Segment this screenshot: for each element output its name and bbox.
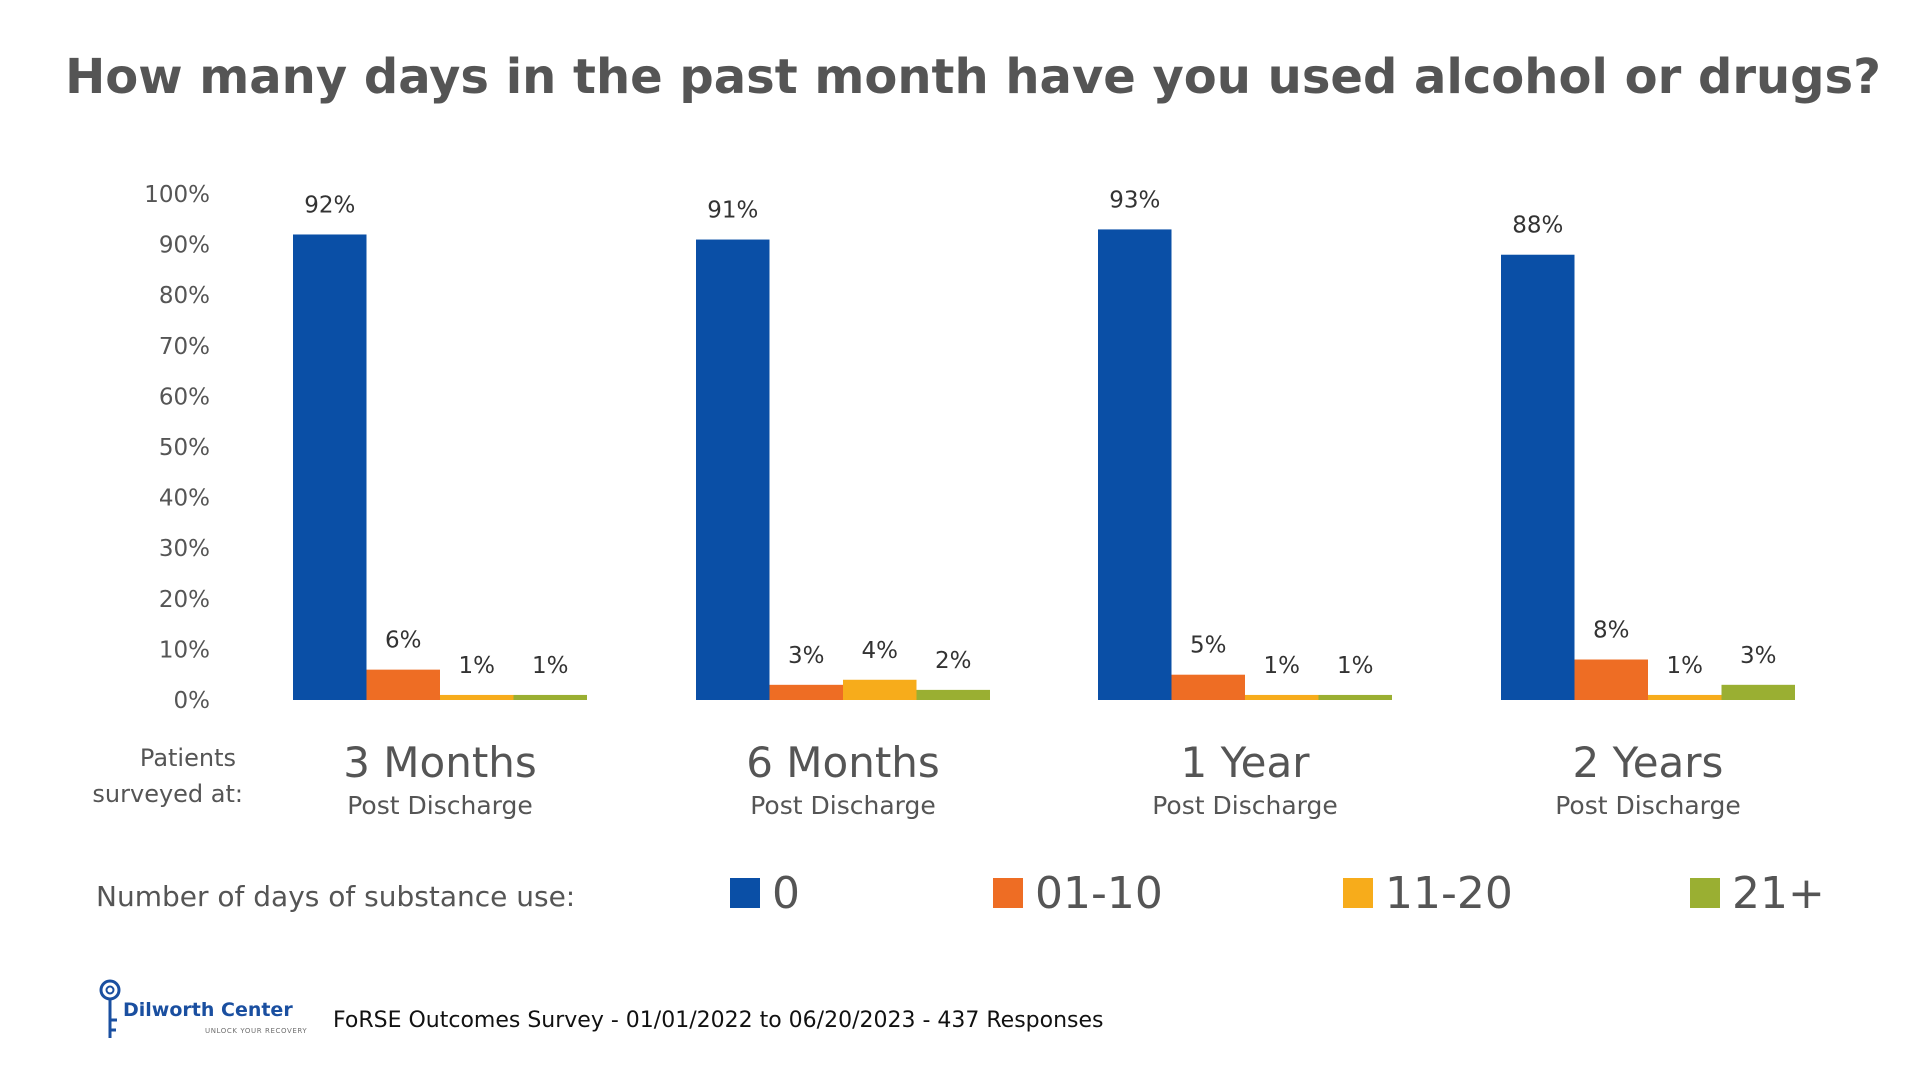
bar-0-1 [366,669,440,700]
bar-1-1 [769,684,843,700]
data-label: 88% [1512,213,1563,239]
bar-0-0 [293,234,367,701]
bar-3-3 [1721,684,1795,700]
y-tick-label: 70% [159,334,210,360]
y-tick-label: 10% [159,637,210,663]
bar-0-3 [513,694,587,700]
legend-label: 21+ [1732,868,1825,919]
category-subtitle: Post Discharge [1152,791,1337,820]
brand-tagline: UNLOCK YOUR RECOVERY [205,1027,307,1035]
data-label: 1% [459,653,496,679]
legend-label: 0 [772,868,800,919]
data-label: 3% [1740,643,1777,669]
bar-2-1 [1171,674,1245,700]
y-tick-label: 40% [159,486,210,512]
legend-swatch [993,878,1023,908]
legend-caption: Number of days of substance use: [96,880,575,913]
category-subtitle: Post Discharge [1555,791,1740,820]
data-label: 5% [1190,633,1227,659]
y-tick-label: 50% [159,435,210,461]
data-label: 6% [385,628,422,654]
x-axis-category-labels: 3 Months Post Discharge 6 Months Post Disch… [343,738,1741,820]
y-tick-label: 80% [159,283,210,309]
data-label: 3% [788,643,825,669]
data-label: 1% [532,653,569,679]
y-tick-label: 30% [159,536,210,562]
bar-3-0 [1501,254,1575,700]
data-labels: 92% 6% 1% 1% 91% 3% 4% 2% 93% 5% 1% 1% 88% 8% 1% 3% [304,187,1776,679]
data-label: 91% [707,198,758,224]
legend-label: 01-10 [1035,868,1163,919]
data-label: 1% [1264,653,1301,679]
data-label: 8% [1593,618,1630,644]
chart-title: How many days in the past month have you… [65,49,1881,105]
data-label: 1% [1667,653,1704,679]
y-tick-label: 20% [159,587,210,613]
bar-1-0 [696,239,770,701]
y-tick-label: 100% [144,182,210,208]
legend-swatch [1690,878,1720,908]
category-title: 6 Months [746,738,940,787]
bar-1-3 [916,689,990,700]
legend-swatch [730,878,760,908]
brand-name: Dilworth Center [123,999,293,1021]
data-label: 92% [304,192,355,218]
bar-2-3 [1318,694,1392,700]
dilworth-logo: Dilworth Center UNLOCK YOUR RECOVERY [99,979,307,1038]
bar-3-2 [1648,694,1722,700]
y-axis-ticks: 0% 10% 20% 30% 40% 50% 60% 70% 80% 90% 100% [144,182,210,714]
y-tick-label: 0% [174,688,211,714]
bar-1-2 [843,679,917,700]
y-tick-label: 90% [159,233,210,259]
category-title: 1 Year [1181,738,1311,787]
bar-2-0 [1098,229,1172,701]
legend: 0 01-10 11-20 21+ [730,868,1825,919]
bar-2-2 [1245,694,1319,700]
y-tick-label: 60% [159,384,210,410]
data-label: 93% [1109,187,1160,213]
bar-3-1 [1574,659,1648,700]
legend-swatch [1343,878,1373,908]
bar-0-2 [440,694,514,700]
legend-label: 11-20 [1385,868,1513,919]
bars [293,229,1795,701]
source-note: FoRSE Outcomes Survey - 01/01/2022 to 06… [333,1008,1104,1033]
category-title: 2 Years [1573,738,1724,787]
data-label: 1% [1337,653,1374,679]
data-label: 4% [862,638,899,664]
category-subtitle: Post Discharge [750,791,935,820]
x-caption-line-1: Patients [140,744,236,772]
data-label: 2% [935,648,972,674]
category-title: 3 Months [343,738,537,787]
x-caption-line-2: surveyed at: [92,780,243,808]
key-icon [99,979,121,1038]
category-subtitle: Post Discharge [347,791,532,820]
